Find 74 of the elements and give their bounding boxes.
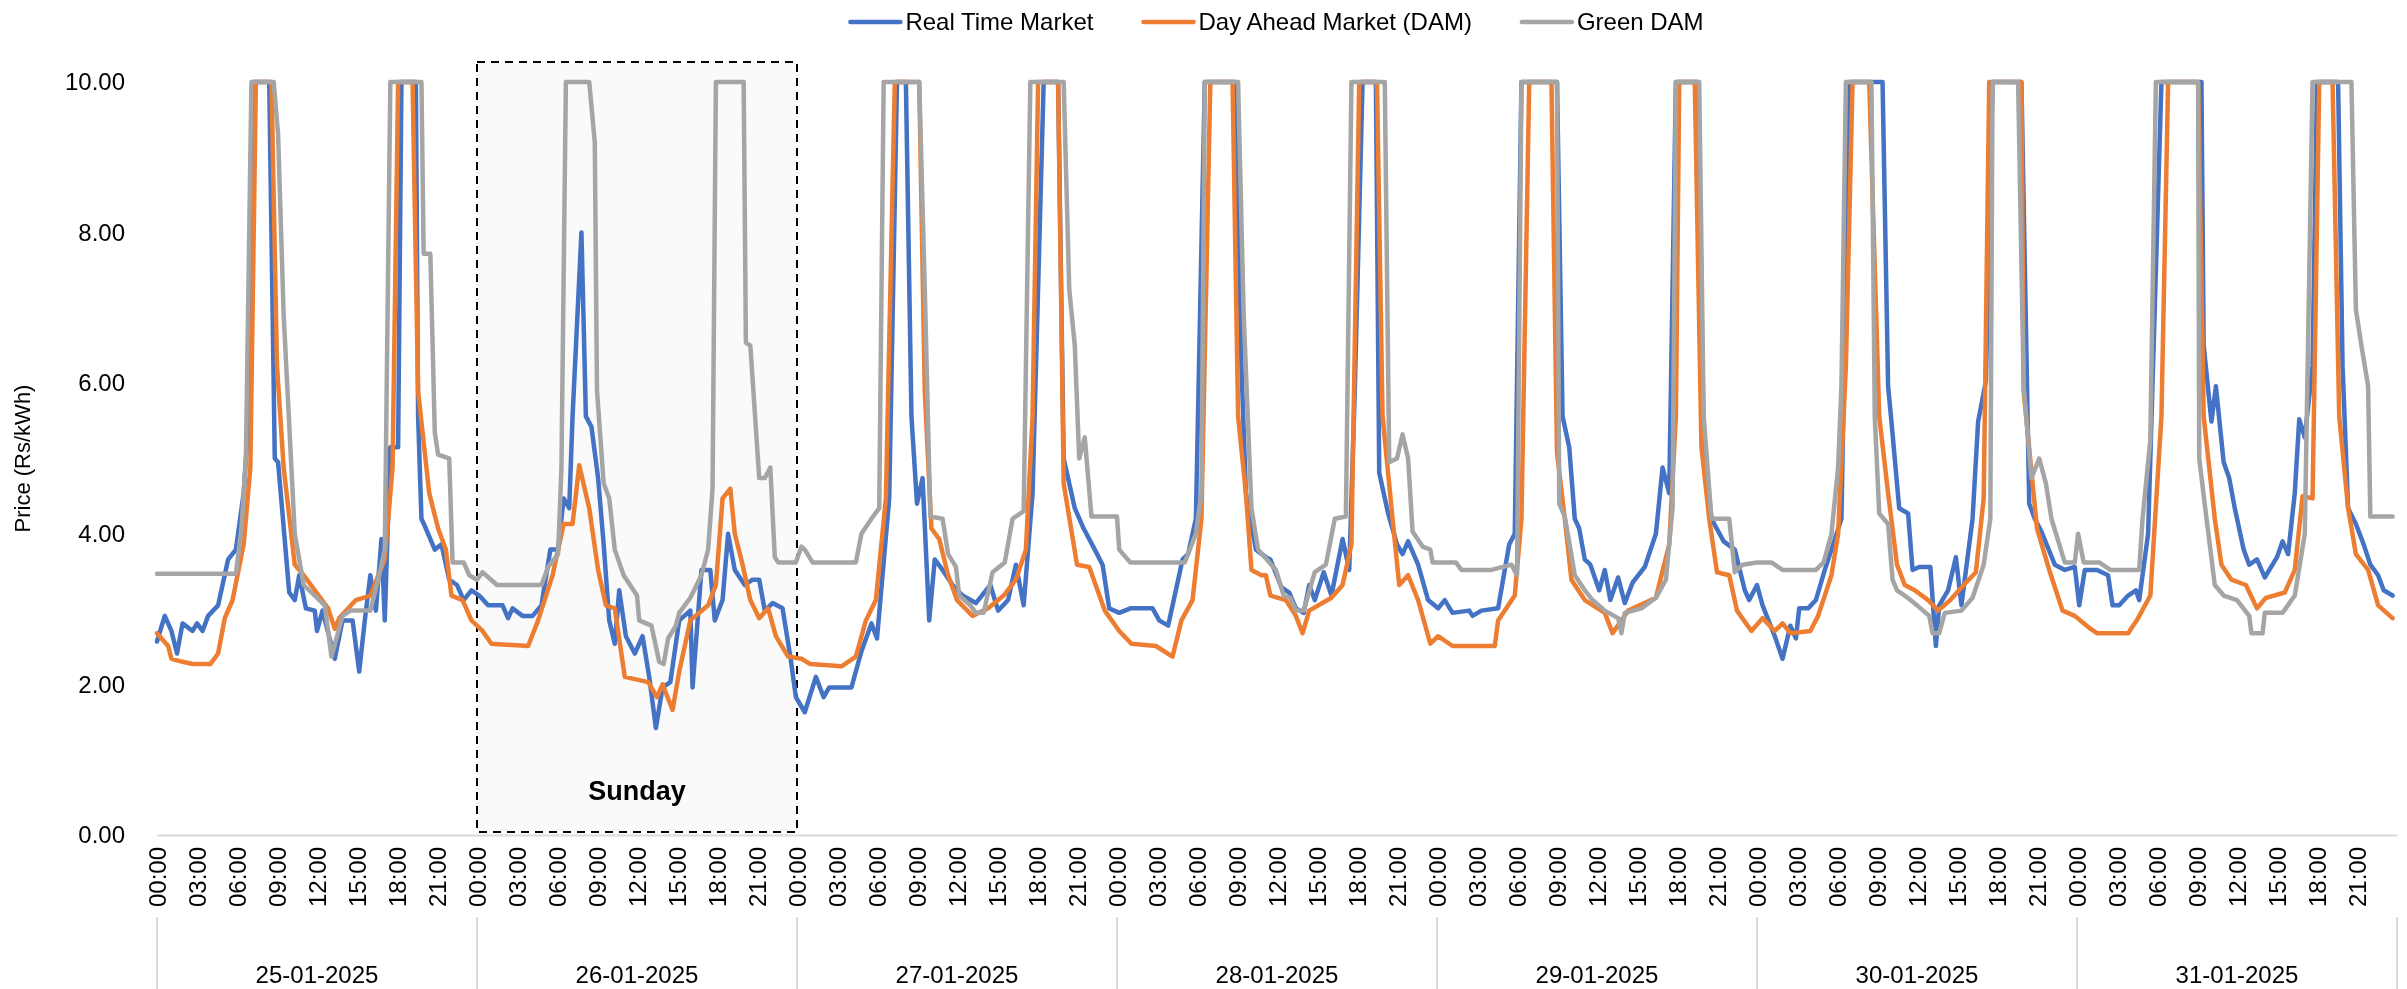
x-tick-label: 03:00 <box>503 847 531 908</box>
x-tick-label: 18:00 <box>1663 847 1691 908</box>
text: 26-01-2025 <box>575 961 699 988</box>
x-tick-label: 06:00 <box>223 847 251 908</box>
x-tick-label: 00:00 <box>1103 847 1131 908</box>
x-tick-label: 06:00 <box>1823 847 1851 908</box>
y-axis-title: Price (Rs/kWh) <box>10 384 35 533</box>
text: 29-01-2025 <box>1535 961 1659 988</box>
x-tick-label: 00:00 <box>463 847 491 908</box>
x-tick-label: 15:00 <box>663 847 691 908</box>
x-tick-label: 12:00 <box>1583 847 1611 908</box>
x-tick-label: 03:00 <box>1463 847 1491 908</box>
x-tick-label: 15:00 <box>983 847 1011 908</box>
y-tick-label: 0.00 <box>78 821 125 849</box>
x-tick-label: 03:00 <box>2103 847 2131 908</box>
x-tick-label: 21:00 <box>1383 847 1411 908</box>
x-tick-label: 21:00 <box>2023 847 2051 908</box>
legend-label: Day Ahead Market (DAM) <box>1198 8 1472 35</box>
x-tick-label: 09:00 <box>903 847 931 908</box>
text: 31-01-2025 <box>2175 961 2299 988</box>
x-tick-label: 09:00 <box>1863 847 1891 908</box>
x-tick-label: 21:00 <box>2343 847 2371 908</box>
x-tick-label: 18:00 <box>1983 847 2011 908</box>
x-tick-label: 06:00 <box>543 847 571 908</box>
x-tick-label: 21:00 <box>743 847 771 908</box>
x-tick-label: 00:00 <box>2063 847 2091 908</box>
band-label: Sunday <box>588 776 686 806</box>
x-tick-label: 06:00 <box>863 847 891 908</box>
x-tick-label: 06:00 <box>2143 847 2171 908</box>
x-tick-label: 03:00 <box>1783 847 1811 908</box>
x-tick-label: 12:00 <box>303 847 331 908</box>
x-tick-label: 06:00 <box>1183 847 1211 908</box>
x-tick-label: 09:00 <box>1543 847 1571 908</box>
x-tick-label: 12:00 <box>2223 847 2251 908</box>
x-tick-label: 15:00 <box>1623 847 1651 908</box>
x-tick-label: 21:00 <box>423 847 451 908</box>
x-tick-label: 06:00 <box>1503 847 1531 908</box>
x-tick-label: 03:00 <box>183 847 211 908</box>
y-tick-label: 2.00 <box>78 670 125 698</box>
text: 27-01-2025 <box>895 961 1019 988</box>
x-tick-label: 03:00 <box>1143 847 1171 908</box>
legend-label: Real Time Market <box>905 8 1094 35</box>
text: 25-01-2025 <box>255 961 379 988</box>
x-tick-label: 21:00 <box>1703 847 1731 908</box>
x-tick-label: 03:00 <box>823 847 851 908</box>
x-tick-label: 15:00 <box>1303 847 1331 908</box>
x-tick-label: 18:00 <box>1343 847 1371 908</box>
x-tick-label: 09:00 <box>263 847 291 908</box>
x-tick-label: 15:00 <box>1943 847 1971 908</box>
x-tick-label: 18:00 <box>383 847 411 908</box>
x-tick-label: 18:00 <box>1023 847 1051 908</box>
x-tick-label: 18:00 <box>2303 847 2331 908</box>
x-tick-label: 12:00 <box>943 847 971 908</box>
x-tick-label: 12:00 <box>1903 847 1931 908</box>
y-tick-label: 4.00 <box>78 519 125 547</box>
x-tick-label: 09:00 <box>2183 847 2211 908</box>
x-tick-label: 00:00 <box>143 847 171 908</box>
y-tick-label: 8.00 <box>78 218 125 246</box>
x-tick-label: 18:00 <box>703 847 731 908</box>
x-tick-label: 09:00 <box>583 847 611 908</box>
legend-label: Green DAM <box>1576 8 1704 35</box>
text: 28-01-2025 <box>1215 961 1339 988</box>
x-tick-label: 09:00 <box>1223 847 1251 908</box>
x-tick-label: 15:00 <box>2263 847 2291 908</box>
x-tick-label: 21:00 <box>1063 847 1091 908</box>
x-tick-label: 12:00 <box>1263 847 1291 908</box>
x-tick-label: 00:00 <box>783 847 811 908</box>
text: 30-01-2025 <box>1855 961 1979 988</box>
x-tick-label: 00:00 <box>1423 847 1451 908</box>
y-tick-label: 6.00 <box>78 369 125 397</box>
x-tick-label: 15:00 <box>343 847 371 908</box>
x-tick-label: 00:00 <box>1743 847 1771 908</box>
y-tick-label: 10.00 <box>64 68 125 96</box>
x-tick-label: 12:00 <box>623 847 651 908</box>
